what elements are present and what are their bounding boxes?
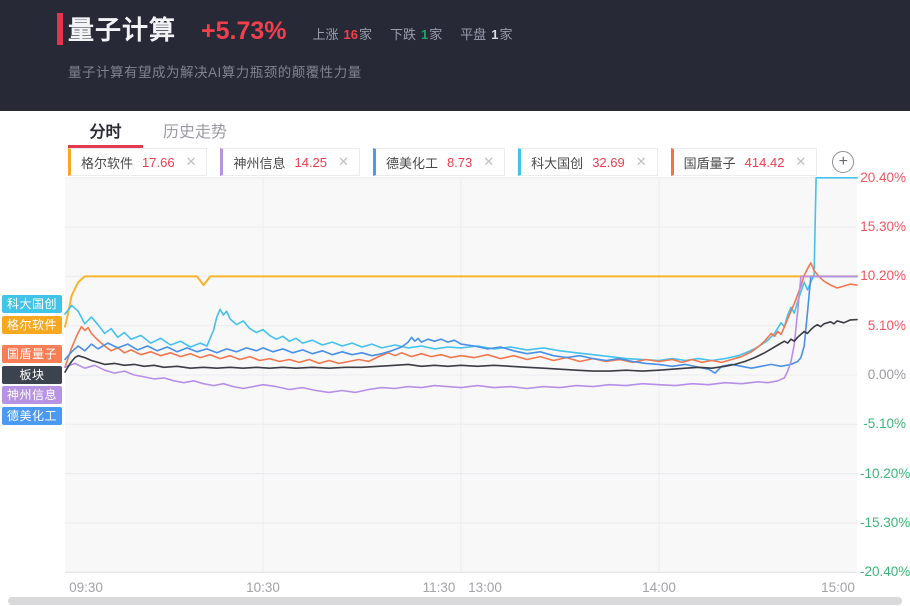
stock-price: 414.42 [744,154,785,170]
tab-label: 分时 [89,123,122,141]
series-line-格尔软件 [64,275,858,328]
series-line-神州信息 [64,275,858,394]
decliners-stat: 下跌 1家 [390,24,442,43]
stat-label: 平盘 [460,27,487,42]
sector-description: 量子计算有望成为解决AI算力瓶颈的颠覆性力量 [68,65,362,80]
series-line-板块 [64,318,858,373]
y-axis-tick: 10.20% [860,268,906,284]
y-axis-tick: 0.00% [867,367,906,382]
active-tab-underline [68,145,143,148]
stock-price: 14.25 [294,154,328,170]
tab-label: 历史走势 [162,123,227,141]
stat-unit: 家 [499,27,513,42]
stat-unit: 家 [429,27,443,42]
sector-change: +5.73% [201,17,287,45]
stock-name: 德美化工 [385,155,438,171]
y-axis-tick: 15.30% [860,219,906,235]
unchanged-stat: 平盘 1家 [460,24,512,43]
stock-name: 科大国创 [531,155,584,171]
x-axis-tick: 15:00 [821,580,855,595]
stock-chip-guodun[interactable]: 国盾量子 414.42 ✕ [670,148,818,176]
legend-badge-geer: 格尔软件 [2,316,62,334]
horizontal-scrollbar[interactable] [8,597,902,605]
legend-badge-guodun: 国盾量子 [2,345,62,363]
close-icon[interactable]: ✕ [635,154,647,169]
legend-badge-demei: 德美化工 [2,407,62,425]
tab-intraday[interactable]: 分时 [68,111,143,148]
y-axis-tick: -20.40% [860,564,910,580]
x-axis-tick: 11:30 [422,580,456,595]
stock-name: 神州信息 [233,155,286,171]
stock-price: 32.69 [592,154,625,170]
stock-chip-geer[interactable]: 格尔软件 17.66 ✕ [68,148,208,176]
stock-chip-row: 格尔软件 17.66 ✕ 神州信息 14.25 ✕ 德美化工 8.73 ✕ 科大… [68,148,855,176]
advancers-stat: 上涨 16家 [313,24,373,43]
stat-value: 16 [343,27,358,42]
y-axis-tick: -15.30% [860,514,910,530]
close-icon[interactable]: ✕ [483,154,495,169]
add-stock-button[interactable]: + [832,151,855,173]
x-axis-tick: 09:30 [69,580,103,595]
legend-badge-keda: 科大国创 [2,295,62,313]
y-axis-tick: 5.10% [867,317,906,333]
stock-chip-shenzhou[interactable]: 神州信息 14.25 ✕ [220,148,360,176]
stock-chip-keda[interactable]: 科大国创 32.69 ✕ [518,148,658,176]
close-icon[interactable]: ✕ [185,154,197,169]
close-icon[interactable]: ✕ [338,154,349,169]
y-axis-tick: 20.40% [860,169,906,185]
series-line-国盾量子 [64,262,858,369]
x-axis-tick: 10:30 [246,580,280,595]
legend-badge-shenzhou: 神州信息 [2,386,62,404]
stat-label: 上涨 [312,27,339,42]
sector-header: 量子计算 +5.73% 上涨 16家 下跌 1家 平盘 1家 量子计算有望成为解决AI… [0,0,910,111]
series-line-科大国创 [64,177,858,362]
x-axis-tick: 13:00 [468,580,502,595]
stat-label: 下跌 [390,27,417,42]
tab-history[interactable]: 历史走势 [155,111,235,148]
close-icon[interactable]: ✕ [795,154,807,169]
series-line-德美化工 [64,275,858,374]
tab-bar: 分时 历史走势 [0,111,910,148]
sector-title: 量子计算 [68,15,177,45]
sector-stats: 上涨 16家 下跌 1家 平盘 1家 [313,24,531,43]
legend-badge-sector: 板块 [2,366,62,384]
stock-chip-demei[interactable]: 德美化工 8.73 ✕ [372,148,506,176]
accent-bar [57,13,63,45]
stock-name: 国盾量子 [683,155,736,171]
stat-value: 1 [421,27,429,42]
y-axis-tick: -10.20% [860,465,910,481]
stock-name: 格尔软件 [81,155,134,171]
stock-price: 17.66 [142,154,175,170]
y-axis-tick: -5.10% [863,416,906,432]
stat-value: 1 [491,27,499,42]
x-axis-tick: 14:00 [642,580,676,595]
chart-canvas[interactable] [0,170,910,582]
stock-price: 8.73 [446,154,473,170]
stat-unit: 家 [359,27,373,42]
intraday-chart[interactable] [0,170,910,582]
